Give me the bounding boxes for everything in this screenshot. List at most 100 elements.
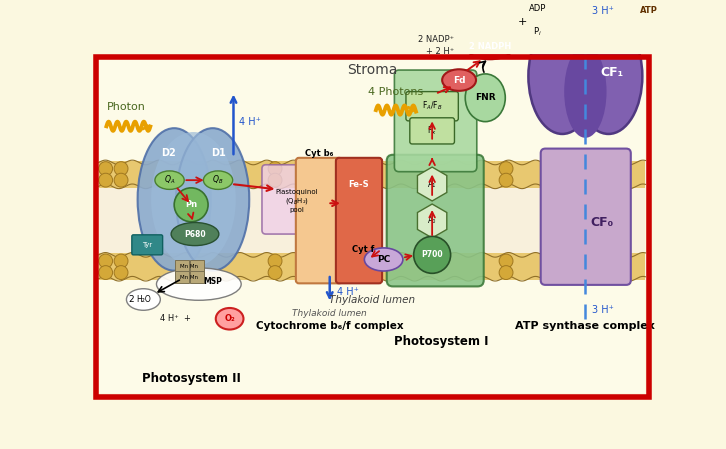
Text: 2: 2 xyxy=(129,295,134,304)
Text: Mn Mn: Mn Mn xyxy=(180,264,197,269)
Circle shape xyxy=(499,162,513,176)
Circle shape xyxy=(268,254,282,268)
Ellipse shape xyxy=(442,69,476,91)
Circle shape xyxy=(414,236,451,273)
Circle shape xyxy=(99,173,113,187)
FancyBboxPatch shape xyxy=(336,158,382,283)
FancyBboxPatch shape xyxy=(132,235,163,255)
Text: Cyt b₆: Cyt b₆ xyxy=(305,149,333,158)
Circle shape xyxy=(99,162,113,176)
Ellipse shape xyxy=(216,308,243,330)
Text: FNR: FNR xyxy=(475,93,496,102)
Text: Tyr: Tyr xyxy=(142,242,152,248)
Text: Pn: Pn xyxy=(185,200,197,209)
Ellipse shape xyxy=(171,223,219,246)
Text: Stroma: Stroma xyxy=(347,63,397,77)
Ellipse shape xyxy=(564,45,606,138)
Text: H₂O: H₂O xyxy=(136,295,151,304)
FancyBboxPatch shape xyxy=(262,165,331,234)
Bar xyxy=(190,271,204,283)
Circle shape xyxy=(114,254,128,268)
Text: 2 NADPH: 2 NADPH xyxy=(469,43,511,52)
Bar xyxy=(175,260,189,273)
Ellipse shape xyxy=(176,128,249,271)
Text: P$_i$: P$_i$ xyxy=(534,25,542,38)
FancyBboxPatch shape xyxy=(296,158,342,283)
Text: 3 H⁺: 3 H⁺ xyxy=(592,304,613,314)
Text: (Q$_B$H₂): (Q$_B$H₂) xyxy=(285,196,309,206)
Circle shape xyxy=(268,173,282,187)
Ellipse shape xyxy=(157,268,241,300)
Bar xyxy=(99,253,645,280)
Circle shape xyxy=(268,266,282,279)
Text: ATP: ATP xyxy=(640,6,658,15)
Ellipse shape xyxy=(526,23,549,40)
Text: 4 H⁺  +: 4 H⁺ + xyxy=(160,314,191,323)
Text: $Q_A$: $Q_A$ xyxy=(164,174,175,186)
Text: Fe-S: Fe-S xyxy=(348,180,370,189)
Circle shape xyxy=(114,162,128,176)
Text: PC: PC xyxy=(377,255,391,264)
Bar xyxy=(190,260,204,273)
Text: Thylakoid lumen: Thylakoid lumen xyxy=(293,309,367,318)
Text: Thylakoid lumen: Thylakoid lumen xyxy=(329,295,415,304)
Text: Fd: Fd xyxy=(453,75,465,84)
Circle shape xyxy=(268,162,282,176)
FancyBboxPatch shape xyxy=(541,149,631,285)
Bar xyxy=(99,280,645,393)
Circle shape xyxy=(499,173,513,187)
Text: Cyt f: Cyt f xyxy=(352,245,375,254)
Ellipse shape xyxy=(126,289,160,310)
Circle shape xyxy=(114,173,128,187)
Text: A₁: A₁ xyxy=(428,180,436,189)
Circle shape xyxy=(99,266,113,279)
Ellipse shape xyxy=(465,74,505,122)
Ellipse shape xyxy=(203,171,233,189)
Ellipse shape xyxy=(151,132,236,267)
Ellipse shape xyxy=(466,35,514,59)
Ellipse shape xyxy=(529,18,596,134)
Circle shape xyxy=(499,254,513,268)
FancyBboxPatch shape xyxy=(394,70,477,172)
Bar xyxy=(175,271,189,283)
Text: 4 Photons: 4 Photons xyxy=(368,87,423,97)
Circle shape xyxy=(114,266,128,279)
Text: O₂: O₂ xyxy=(224,314,235,323)
FancyBboxPatch shape xyxy=(409,118,454,144)
Text: CF₁: CF₁ xyxy=(600,66,624,79)
Text: Photon: Photon xyxy=(107,102,145,112)
Text: 3 H⁺: 3 H⁺ xyxy=(592,6,613,16)
Text: Cytochrome b₆/f complex: Cytochrome b₆/f complex xyxy=(256,321,404,331)
Polygon shape xyxy=(627,0,670,32)
Bar xyxy=(99,60,645,161)
FancyBboxPatch shape xyxy=(387,155,484,286)
Ellipse shape xyxy=(518,0,558,20)
Text: ADP: ADP xyxy=(529,4,546,13)
Text: +: + xyxy=(518,18,527,27)
Text: ATP synthase complex: ATP synthase complex xyxy=(515,321,656,331)
Text: P680: P680 xyxy=(184,229,205,238)
Text: A₀: A₀ xyxy=(428,216,436,225)
Ellipse shape xyxy=(574,18,643,134)
Text: Plastoquinol: Plastoquinol xyxy=(275,189,318,195)
Text: D2: D2 xyxy=(160,148,176,158)
Text: Photosystem I: Photosystem I xyxy=(394,335,489,348)
Circle shape xyxy=(174,188,208,222)
Circle shape xyxy=(99,254,113,268)
Ellipse shape xyxy=(138,128,211,271)
Text: pool: pool xyxy=(289,207,304,213)
Bar xyxy=(99,161,645,188)
Text: $Q_B$: $Q_B$ xyxy=(213,174,224,186)
Text: 2 NADP⁺: 2 NADP⁺ xyxy=(418,35,454,44)
Text: F$_x$: F$_x$ xyxy=(428,125,437,137)
Text: MSP: MSP xyxy=(203,277,222,286)
Text: Mn Mn: Mn Mn xyxy=(180,275,197,280)
Text: + 2 H⁺: + 2 H⁺ xyxy=(426,47,454,56)
Text: 4 H⁺: 4 H⁺ xyxy=(338,287,359,297)
Circle shape xyxy=(499,266,513,279)
Text: P700: P700 xyxy=(421,251,443,260)
Bar xyxy=(99,188,645,253)
Text: F$_A$/F$_B$: F$_A$/F$_B$ xyxy=(422,100,443,113)
Text: CF₀: CF₀ xyxy=(591,216,614,229)
Text: D1: D1 xyxy=(211,148,226,158)
